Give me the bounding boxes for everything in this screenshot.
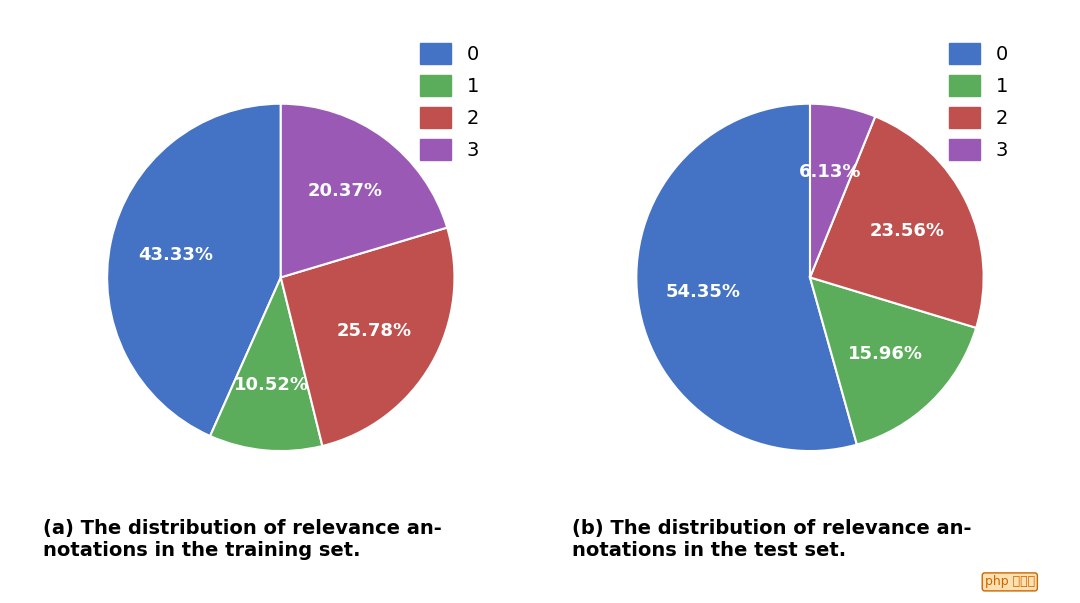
Text: (a) The distribution of relevance an-
notations in the training set.: (a) The distribution of relevance an- no… <box>43 519 442 560</box>
Text: (b) The distribution of relevance an-
notations in the test set.: (b) The distribution of relevance an- no… <box>572 519 972 560</box>
Wedge shape <box>636 104 856 451</box>
Text: 6.13%: 6.13% <box>799 163 862 181</box>
Legend: 0, 1, 2, 3: 0, 1, 2, 3 <box>942 36 1016 168</box>
Wedge shape <box>810 116 984 328</box>
Wedge shape <box>107 104 281 436</box>
Text: 10.52%: 10.52% <box>233 376 309 394</box>
Wedge shape <box>211 277 323 451</box>
Text: 54.35%: 54.35% <box>666 283 741 301</box>
Wedge shape <box>281 227 455 446</box>
Text: 43.33%: 43.33% <box>138 246 213 264</box>
Wedge shape <box>810 104 875 277</box>
Text: 23.56%: 23.56% <box>869 222 945 240</box>
Wedge shape <box>810 277 976 444</box>
Text: 20.37%: 20.37% <box>308 182 382 200</box>
Text: 15.96%: 15.96% <box>848 346 922 364</box>
Legend: 0, 1, 2, 3: 0, 1, 2, 3 <box>413 36 487 168</box>
Text: 25.78%: 25.78% <box>337 322 411 339</box>
Wedge shape <box>281 104 447 277</box>
Text: php 中文网: php 中文网 <box>985 575 1035 589</box>
